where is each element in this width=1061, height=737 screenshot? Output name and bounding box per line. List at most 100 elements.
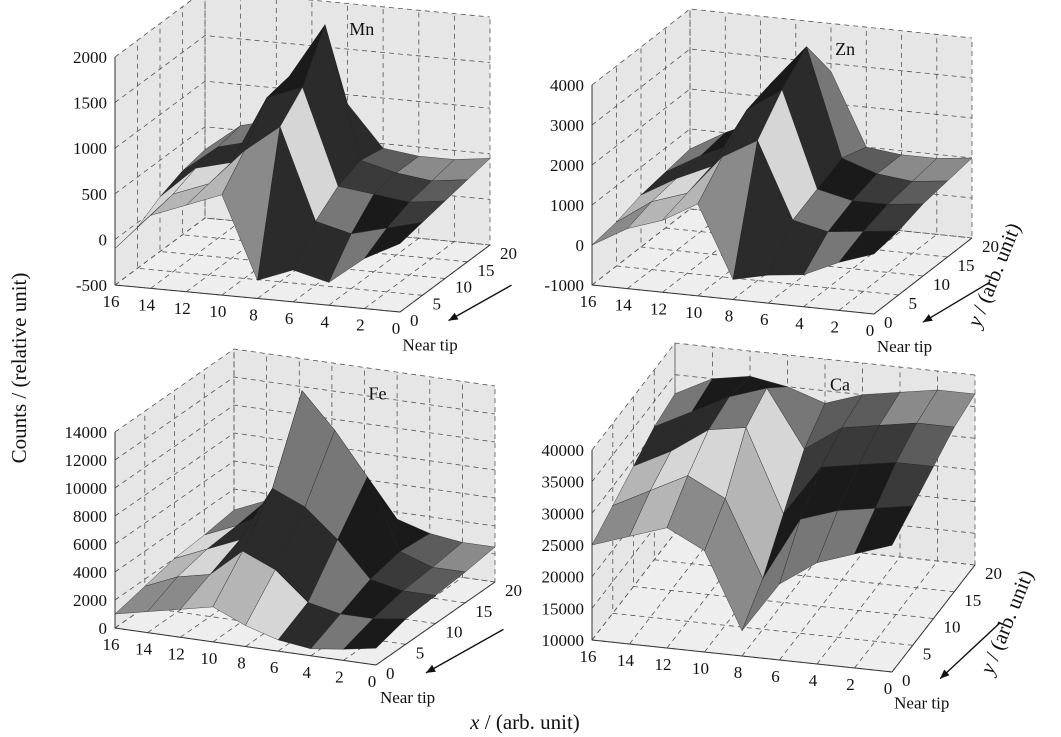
x-gridline [364,13,455,309]
z-tick-label: 20000 [542,568,585,587]
x-tick-label: 6 [270,658,279,677]
near-tip-label: Near tip [894,694,949,713]
y-tick-label: 20 [505,581,522,600]
z-tick-label: 25000 [542,536,585,555]
y-axis-label-unit: / (arb. unit) [966,219,1026,321]
y-tick-label: 5 [909,294,918,313]
element-label: Ca [830,375,850,395]
figure-xlabel-unit: / (arb. unit) [480,710,580,734]
z-gridline [114,0,491,58]
z-gridline [114,432,496,517]
z-tick-label: 500 [82,185,108,204]
y-tick-label: 0 [902,671,911,690]
z-gridline [114,126,491,195]
y-tick-label: 10 [933,275,950,294]
figure-xlabel-var: x [469,710,480,734]
z-tick-label: 10000 [542,631,585,650]
y-tick-label: 20 [985,564,1002,583]
surface [591,46,973,281]
z-tick-label: 35000 [542,473,585,492]
x-tick-label: 4 [303,663,312,682]
near-tip-arrowhead [922,314,933,323]
z-gridline [114,404,496,489]
y-tick-label: 20 [982,237,999,256]
x-tick-label: 8 [725,307,734,326]
x-tick-label: 4 [795,314,804,333]
x-axis-line [114,284,401,313]
y-tick-label: 15 [964,591,981,610]
x-gridline [328,10,420,306]
near-tip-arrowhead [425,664,436,673]
surface-facet [342,618,407,650]
y-tick-label: 5 [433,294,442,313]
near-tip-arrowhead [448,312,459,321]
x-tick-label: 4 [321,312,330,331]
z-tick-label: 1000 [73,139,107,158]
z-tick-label: 0 [99,230,108,249]
element-label: Fe [369,383,387,403]
y-gridline [612,423,913,646]
z-tick-label: 14000 [65,423,108,442]
x-tick-label: 16 [103,292,120,311]
y-tick-label: 10 [446,623,463,642]
y-tick-label: 0 [410,311,419,330]
z-tick-label: 40000 [542,441,585,460]
near-tip-label: Near tip [380,688,435,707]
z-tick-label: 10000 [65,479,108,498]
near-tip-label: Near tip [403,336,458,355]
y-tick-label: 0 [884,313,893,332]
z-tick-label: 4000 [550,76,584,95]
z-tick-label: 15000 [542,599,585,618]
z-tick-label: 12000 [65,451,108,470]
z-tick-label: -500 [76,276,107,295]
x-tick-label: 6 [285,309,294,328]
x-tick-label: 8 [249,306,258,325]
x-tick-label: 6 [771,667,780,686]
z-tick-label: 2000 [73,591,107,610]
z-tick-label: 6000 [73,535,107,554]
x-tick-label: 12 [655,655,672,674]
element-label: Mn [349,19,374,39]
near-tip-arrow [425,628,504,674]
surface [114,24,491,283]
x-tick-label: 10 [200,649,217,668]
near-tip-arrow [939,622,1001,680]
x-axis-line [591,284,875,315]
x-tick-label: 0 [368,672,377,691]
x-axis-line [591,639,893,673]
x-tick-label: 0 [392,319,401,338]
z-tick-label: 0 [99,619,108,638]
x-tick-label: 16 [580,292,597,311]
x-tick-label: 16 [580,647,597,666]
y-tick-label: 10 [944,618,961,637]
z-tick-label: 4000 [73,563,107,582]
y-gridline [674,343,976,566]
x-tick-label: 10 [209,302,226,321]
x-tick-label: 14 [135,640,153,659]
x-tick-label: 12 [168,644,185,663]
x-axis-line [114,627,377,666]
near-tip-arrowhead [940,669,950,679]
x-tick-label: 0 [866,321,875,340]
x-tick-label: 2 [335,667,344,686]
z-tick-label: 2000 [73,48,107,67]
y-tick-label: 15 [478,261,495,280]
near-tip-arrow [922,281,991,323]
x-tick-label: 2 [356,316,365,335]
y-tick-label: 0 [386,664,395,683]
element-label: Zn [835,39,855,59]
x-tick-label: 2 [831,317,840,336]
y-tick-label: 10 [455,278,472,297]
surface-facet [854,505,914,555]
z-tick-label: 2000 [550,156,584,175]
y-tick-label: 5 [416,643,425,662]
x-tick-label: 14 [615,296,633,315]
figure-ylabel: Counts / (relative unit) [7,273,31,464]
x-tick-label: 14 [617,651,635,670]
panel-ca: 10000 15000 20000 25000 30000 35000 40000 16 14 1… [542,342,1038,713]
z-tick-label: 30000 [542,504,585,523]
